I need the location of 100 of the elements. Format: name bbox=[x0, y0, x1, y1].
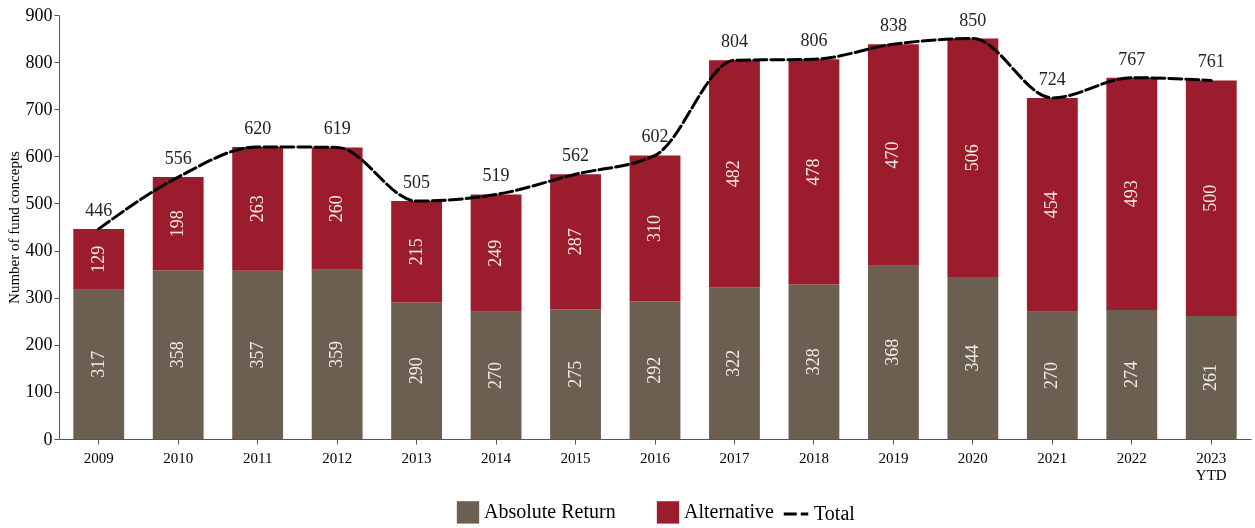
data-label: 261 bbox=[1200, 364, 1221, 392]
data-label: 290 bbox=[405, 357, 426, 385]
x-tick-label: 2010 bbox=[163, 449, 194, 466]
bar bbox=[1185, 80, 1237, 317]
data-label: 619 bbox=[323, 118, 351, 139]
data-label: 446 bbox=[85, 199, 113, 220]
bar bbox=[629, 155, 681, 302]
data-label: 806 bbox=[800, 30, 828, 51]
bar bbox=[629, 301, 681, 439]
y-tick-label: 100 bbox=[25, 381, 53, 402]
data-label: 500 bbox=[1200, 184, 1221, 212]
data-label: 249 bbox=[485, 239, 506, 267]
data-label: 838 bbox=[879, 15, 907, 36]
data-label: 454 bbox=[1041, 191, 1062, 219]
data-label: 292 bbox=[644, 356, 664, 384]
data-label: 470 bbox=[882, 141, 903, 169]
data-label: 328 bbox=[802, 348, 823, 376]
bar bbox=[947, 276, 999, 439]
legend-label: Absolute Return bbox=[484, 500, 616, 523]
data-label: 493 bbox=[1120, 180, 1141, 208]
x-tick-label: 2015 bbox=[560, 449, 591, 466]
bar bbox=[73, 289, 125, 439]
y-tick-label: 700 bbox=[25, 98, 53, 119]
data-label: 620 bbox=[244, 117, 272, 138]
bar bbox=[1026, 311, 1078, 439]
bar bbox=[1026, 97, 1078, 312]
data-label: 274 bbox=[1120, 360, 1141, 388]
x-tick-label: 2023 YTD bbox=[1195, 449, 1227, 483]
y-tick-label: 400 bbox=[25, 240, 53, 261]
data-label: 359 bbox=[326, 340, 347, 368]
legend-label: Alternative bbox=[684, 500, 775, 523]
bar bbox=[152, 177, 204, 271]
data-label: 263 bbox=[246, 195, 267, 223]
data-label: 129 bbox=[87, 245, 108, 273]
bar bbox=[311, 269, 363, 439]
x-tick-label: 2013 bbox=[401, 449, 432, 466]
bar bbox=[311, 147, 363, 270]
data-label: 215 bbox=[405, 238, 426, 266]
data-label: 357 bbox=[246, 341, 267, 369]
bar bbox=[470, 311, 522, 439]
data-label: 344 bbox=[961, 344, 982, 372]
y-tick-label: 0 bbox=[43, 428, 53, 449]
bar bbox=[1185, 316, 1237, 439]
data-label: 317 bbox=[87, 350, 108, 378]
x-tick-label: 2017 bbox=[719, 449, 750, 466]
data-label: 850 bbox=[959, 9, 987, 30]
bar bbox=[470, 194, 522, 312]
bar bbox=[709, 60, 760, 288]
data-label: 724 bbox=[1038, 68, 1066, 89]
bar bbox=[152, 270, 204, 439]
data-label: 519 bbox=[482, 165, 510, 186]
y-tick-label: 300 bbox=[25, 287, 53, 308]
data-label: 358 bbox=[167, 341, 188, 369]
data-label: 556 bbox=[164, 148, 192, 169]
y-tick-label: 500 bbox=[25, 192, 53, 213]
bar bbox=[1106, 77, 1158, 310]
x-tick-label: 2022 bbox=[1116, 449, 1147, 466]
bar bbox=[1106, 309, 1158, 439]
data-label: 322 bbox=[723, 349, 744, 377]
data-label: 270 bbox=[485, 361, 506, 389]
x-tick-label: 2016 bbox=[640, 449, 671, 466]
bar bbox=[232, 146, 284, 271]
y-axis-title: Number of fund concepts bbox=[5, 150, 22, 304]
bar bbox=[232, 270, 284, 439]
data-label: 270 bbox=[1041, 361, 1062, 389]
data-label: 310 bbox=[644, 214, 664, 242]
data-label: 260 bbox=[326, 195, 347, 223]
bar bbox=[947, 38, 999, 277]
y-tick-label: 600 bbox=[25, 145, 53, 166]
x-tick-label: 2014 bbox=[481, 449, 512, 466]
bar bbox=[788, 284, 840, 439]
bar bbox=[788, 59, 840, 285]
data-label: 275 bbox=[564, 360, 585, 388]
bar bbox=[550, 174, 601, 310]
data-label: 368 bbox=[882, 338, 903, 366]
bar bbox=[550, 309, 601, 439]
data-label: 562 bbox=[562, 145, 590, 166]
y-tick-label: 200 bbox=[25, 334, 53, 355]
x-tick-label: 2012 bbox=[322, 449, 353, 466]
data-label: 602 bbox=[641, 126, 669, 147]
bar bbox=[709, 287, 760, 439]
data-label: 482 bbox=[723, 160, 744, 188]
legend-label: Total bbox=[814, 502, 856, 524]
x-tick-label: 2009 bbox=[83, 449, 114, 466]
data-label: 505 bbox=[403, 172, 431, 193]
y-tick-label: 800 bbox=[25, 51, 53, 72]
bar bbox=[867, 44, 919, 266]
bar bbox=[391, 201, 443, 303]
x-tick-label: 2018 bbox=[798, 449, 829, 466]
x-tick-label: 2020 bbox=[957, 449, 988, 466]
x-tick-label: 2021 bbox=[1037, 449, 1068, 466]
x-tick-label: 2011 bbox=[242, 449, 273, 466]
bar bbox=[867, 265, 919, 439]
data-label: 198 bbox=[167, 210, 188, 238]
bar bbox=[73, 228, 125, 290]
x-tick-label: 2019 bbox=[878, 449, 909, 466]
data-label: 767 bbox=[1118, 48, 1146, 69]
data-label: 287 bbox=[564, 228, 585, 256]
data-label: 761 bbox=[1197, 51, 1225, 72]
data-label: 478 bbox=[802, 158, 823, 186]
